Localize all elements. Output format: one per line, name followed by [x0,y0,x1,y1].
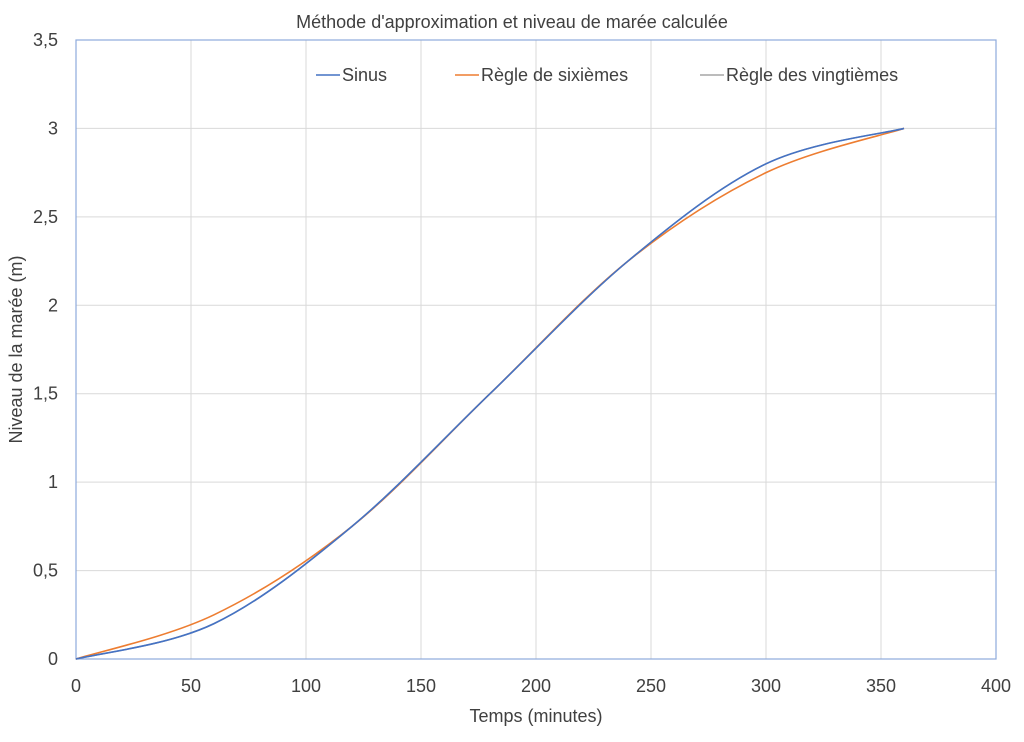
chart-title: Méthode d'approximation et niveau de mar… [296,12,728,32]
legend-label-regle-de-sixiemes: Règle de sixièmes [481,65,628,85]
plot-area-border [75,39,997,660]
legend-label-regle-des-vingtiemes: Règle des vingtièmes [726,65,898,85]
y-tick-label: 1,5 [33,384,58,404]
x-axis-title: Temps (minutes) [469,706,602,726]
legend: Sinus Règle de sixièmes Règle des vingtièm… [316,65,898,85]
y-axis-title: Niveau de la marée (m) [6,255,26,443]
x-tick-label: 50 [181,676,201,696]
grid-lines [76,40,996,659]
x-tick-label: 200 [521,676,551,696]
x-tick-label: 0 [71,676,81,696]
y-tick-label: 0,5 [33,561,58,581]
y-tick-label: 2 [48,295,58,315]
legend-label-sinus: Sinus [342,65,387,85]
x-tick-label: 150 [406,676,436,696]
y-tick-label: 0 [48,649,58,669]
y-tick-label: 3 [48,118,58,138]
tick-labels: 0 50 100 150 200 250 300 350 400 0 0,5 1 1,5 2 2,5 3 3,5 [33,30,1011,696]
x-tick-label: 100 [291,676,321,696]
y-tick-label: 2,5 [33,207,58,227]
x-tick-label: 350 [866,676,896,696]
y-tick-label: 1 [48,472,58,492]
x-tick-label: 300 [751,676,781,696]
y-tick-label: 3,5 [33,30,58,50]
series-group [75,127,905,660]
x-tick-label: 250 [636,676,666,696]
x-tick-label: 400 [981,676,1011,696]
series-line-sinus [75,127,905,660]
